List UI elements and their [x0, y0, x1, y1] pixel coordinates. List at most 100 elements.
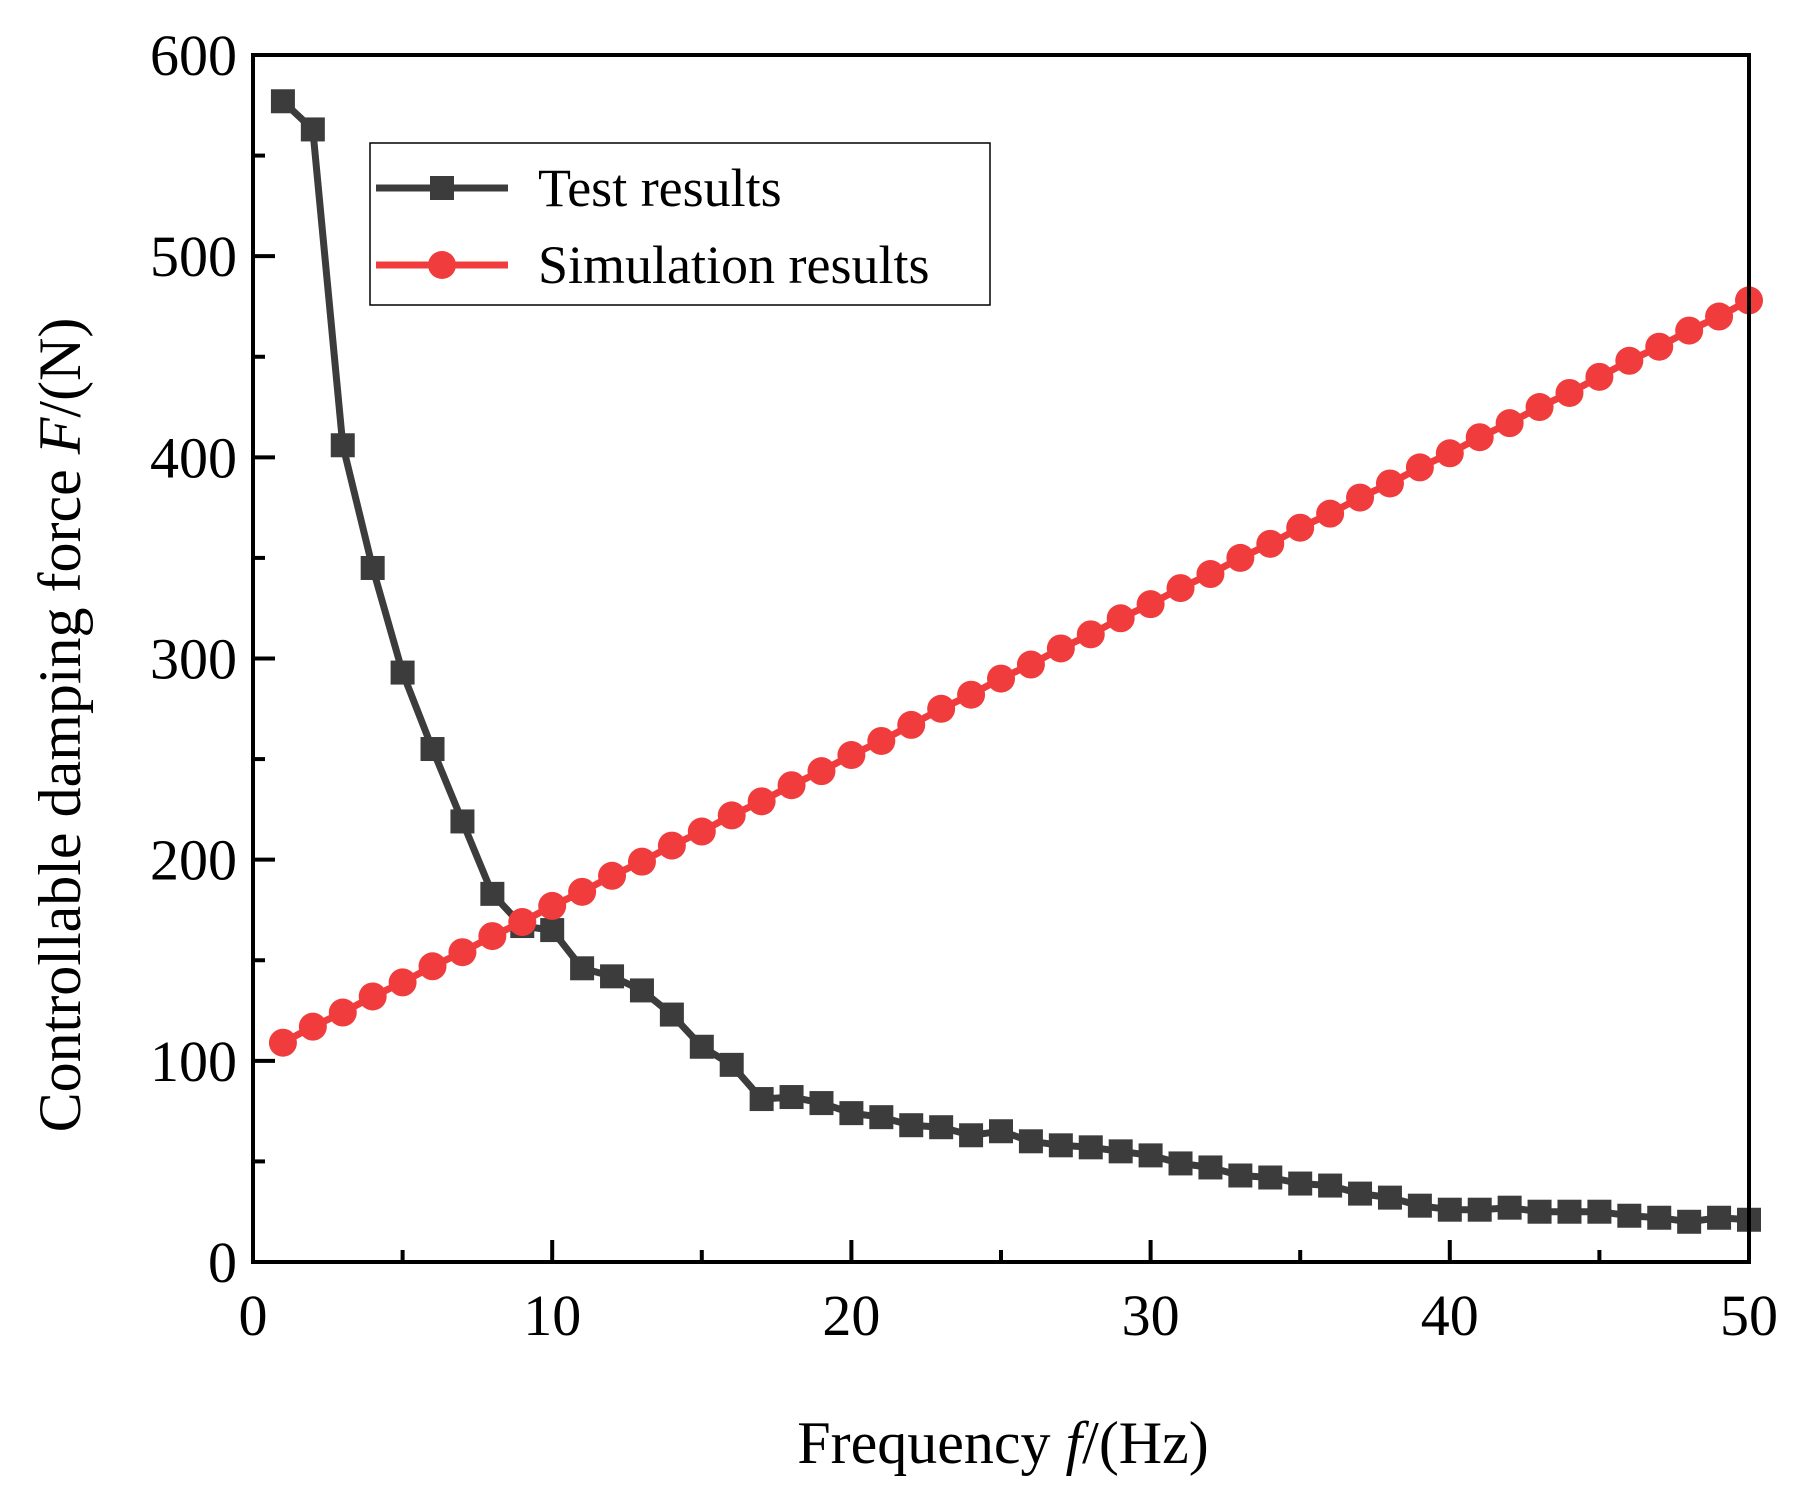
data-point-simulation-results: [1585, 362, 1614, 391]
data-point-test-results: [540, 918, 565, 943]
data-point-simulation-results: [538, 891, 567, 920]
data-point-test-results: [570, 956, 595, 981]
axis-ticks: [251, 53, 1751, 1264]
data-point-simulation-results: [627, 847, 656, 876]
x-axis-title: Frequency f/(Hz): [797, 1410, 1209, 1476]
data-point-test-results: [1677, 1209, 1702, 1234]
y-tick-label: 200: [150, 828, 237, 893]
data-point-simulation-results: [1196, 560, 1225, 589]
x-tick-label: 20: [822, 1283, 880, 1348]
data-point-simulation-results: [1346, 483, 1375, 512]
data-point-test-results: [1018, 1129, 1043, 1154]
data-point-test-results: [1407, 1193, 1432, 1218]
y-tick-label: 500: [150, 224, 237, 289]
data-point-test-results: [1437, 1197, 1462, 1222]
data-point-simulation-results: [568, 877, 597, 906]
data-point-simulation-results: [1046, 634, 1075, 663]
data-point-simulation-results: [777, 771, 806, 800]
data-point-test-results: [1228, 1163, 1253, 1188]
data-point-test-results: [1258, 1165, 1283, 1190]
data-point-simulation-results: [328, 998, 357, 1027]
legend-label-test-results: Test results: [538, 158, 782, 218]
y-tick-label: 0: [208, 1230, 237, 1295]
data-point-test-results: [1707, 1205, 1732, 1230]
data-point-test-results: [989, 1119, 1013, 1144]
y-axis-title: Controllable damping force F/(N): [27, 318, 93, 1133]
data-point-simulation-results: [987, 664, 1015, 693]
data-point-simulation-results: [1465, 423, 1494, 452]
data-point-simulation-results: [1286, 513, 1315, 542]
data-point-test-results: [809, 1091, 834, 1116]
data-point-simulation-results: [298, 1012, 327, 1041]
data-point-test-results: [450, 809, 475, 834]
data-point-test-results: [480, 881, 505, 906]
data-point-test-results: [1617, 1203, 1642, 1228]
data-point-simulation-results: [1256, 529, 1285, 558]
data-point-simulation-results: [687, 817, 716, 846]
legend-box: [369, 142, 991, 306]
y-tick-label: 100: [150, 1029, 237, 1094]
data-point-simulation-results: [1435, 439, 1464, 468]
x-tick-label: 30: [1122, 1283, 1180, 1348]
data-point-simulation-results: [1316, 499, 1345, 528]
data-point-simulation-results: [1136, 590, 1165, 619]
data-point-test-results: [1078, 1135, 1103, 1160]
x-tick-label: 50: [1720, 1283, 1778, 1348]
data-point-simulation-results: [388, 968, 417, 997]
x-tick-label: 0: [239, 1283, 268, 1348]
plot-area: [268, 89, 1763, 1234]
data-point-test-results: [1048, 1133, 1073, 1158]
data-point-simulation-results: [747, 787, 776, 816]
legend: Test results Simulation results: [369, 142, 991, 306]
data-point-simulation-results: [448, 938, 477, 967]
data-point-test-results: [959, 1123, 984, 1148]
y-tick-labels: 0 100 200 300 400 500 600: [150, 23, 237, 1295]
data-point-test-results: [1288, 1171, 1313, 1196]
data-point-simulation-results: [1106, 604, 1135, 633]
data-point-simulation-results: [807, 757, 836, 786]
legend-marker-test-results: [430, 176, 454, 200]
legend-marker-simulation-results: [428, 251, 456, 279]
data-point-simulation-results: [1076, 620, 1105, 649]
data-point-test-results: [899, 1113, 924, 1138]
data-point-test-results: [749, 1087, 774, 1112]
data-point-simulation-results: [508, 908, 537, 937]
data-point-simulation-results: [1675, 316, 1704, 345]
data-point-test-results: [330, 433, 355, 458]
data-point-test-results: [1527, 1199, 1552, 1224]
data-point-test-results: [629, 978, 654, 1003]
x-tick-label: 10: [523, 1283, 581, 1348]
y-tick-label: 300: [150, 627, 237, 692]
x-tick-labels: 0 10 20 30 40 50: [239, 1283, 1779, 1348]
legend-label-simulation-results: Simulation results: [538, 235, 930, 295]
data-point-test-results: [1377, 1185, 1402, 1210]
data-point-simulation-results: [1166, 574, 1195, 603]
data-point-test-results: [839, 1101, 864, 1126]
data-point-simulation-results: [837, 741, 866, 770]
data-point-simulation-results: [268, 1028, 297, 1057]
data-point-simulation-results: [1555, 378, 1584, 407]
data-point-simulation-results: [867, 726, 896, 755]
data-point-test-results: [689, 1034, 714, 1059]
data-point-simulation-results: [927, 694, 956, 723]
y-tick-label: 400: [150, 425, 237, 490]
data-point-test-results: [869, 1105, 894, 1130]
data-point-simulation-results: [1016, 650, 1045, 679]
data-point-simulation-results: [1525, 393, 1554, 422]
data-point-test-results: [1198, 1155, 1223, 1180]
data-point-test-results: [1318, 1173, 1343, 1198]
data-point-simulation-results: [957, 680, 986, 709]
y-tick-label: 600: [150, 23, 237, 88]
data-point-test-results: [659, 1002, 684, 1027]
x-tick-label: 40: [1421, 1283, 1479, 1348]
data-point-simulation-results: [478, 922, 507, 951]
data-point-test-results: [1168, 1151, 1193, 1176]
data-point-simulation-results: [1615, 346, 1644, 375]
data-point-simulation-results: [418, 952, 447, 981]
data-point-simulation-results: [598, 861, 627, 890]
data-point-test-results: [779, 1085, 804, 1110]
data-point-test-results: [1647, 1205, 1672, 1230]
data-point-test-results: [300, 117, 325, 142]
data-point-test-results: [1557, 1199, 1582, 1224]
